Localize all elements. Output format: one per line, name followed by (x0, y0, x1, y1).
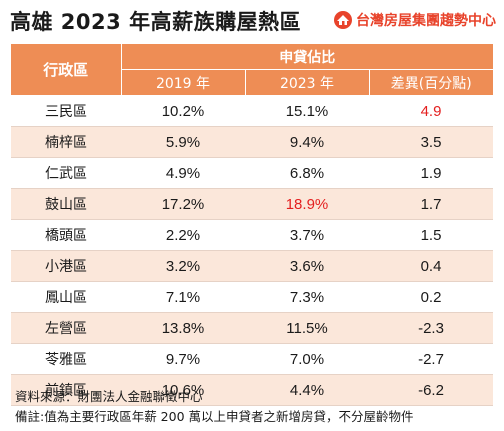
table-body: 三民區 10.2% 15.1% 4.9 楠梓區 5.9% 9.4% 3.5 仁武區 4.9% 6.8… (11, 95, 494, 406)
cell-y2019: 10.6% (121, 374, 245, 406)
cell-region: 鼓山區 (11, 188, 121, 220)
cell-y2019: 2.2% (121, 219, 245, 251)
brand-logo: 台灣房屋集團趨勢中心 (333, 10, 496, 30)
cell-region: 鳳山區 (11, 281, 121, 313)
cell-diff: 4.9 (369, 95, 494, 127)
table-row: 楠梓區 5.9% 9.4% 3.5 (11, 126, 494, 158)
cell-diff: 1.5 (369, 219, 494, 251)
table-row: 前鎮區 10.6% 4.4% -6.2 (11, 374, 494, 406)
cell-y2023: 18.9% (245, 188, 369, 220)
cell-diff: 1.7 (369, 188, 494, 220)
cell-y2019: 10.2% (121, 95, 245, 127)
cell-y2023: 15.1% (245, 95, 369, 127)
table-row: 鼓山區 17.2% 18.9% 1.7 (11, 188, 494, 220)
column-header-diff: 差異(百分點) (369, 69, 494, 96)
cell-y2019: 13.8% (121, 312, 245, 344)
cell-region: 前鎮區 (11, 374, 121, 406)
cell-diff: -2.7 (369, 343, 494, 375)
table-row: 橋頭區 2.2% 3.7% 1.5 (11, 219, 494, 251)
cell-y2023: 3.7% (245, 219, 369, 251)
cell-diff: 0.4 (369, 250, 494, 282)
cell-diff: -6.2 (369, 374, 494, 406)
cell-y2019: 3.2% (121, 250, 245, 282)
cell-y2023: 4.4% (245, 374, 369, 406)
footnote: 備註:值為主要行政區年薪 200 萬以上申貸者之新增房貸，不分屋齡物件 (15, 409, 414, 424)
cell-region: 左營區 (11, 312, 121, 344)
cell-y2023: 6.8% (245, 157, 369, 189)
cell-y2023: 11.5% (245, 312, 369, 344)
page-title: 高雄 2023 年高薪族購屋熱區 (10, 10, 302, 34)
table-row: 左營區 13.8% 11.5% -2.3 (11, 312, 494, 344)
cell-y2023: 7.3% (245, 281, 369, 313)
cell-y2019: 4.9% (121, 157, 245, 189)
column-header-2023: 2023 年 (245, 69, 370, 96)
header: 高雄 2023 年高薪族購屋熱區 台灣房屋集團趨勢中心 (0, 0, 504, 40)
brand-name: 台灣房屋集團趨勢中心 (356, 13, 496, 29)
table-row: 苓雅區 9.7% 7.0% -2.7 (11, 343, 494, 375)
cell-y2019: 5.9% (121, 126, 245, 158)
cell-y2019: 9.7% (121, 343, 245, 375)
cell-region: 橋頭區 (11, 219, 121, 251)
cell-y2023: 7.0% (245, 343, 369, 375)
table-row: 小港區 3.2% 3.6% 0.4 (11, 250, 494, 282)
cell-diff: 1.9 (369, 157, 494, 189)
table-row: 三民區 10.2% 15.1% 4.9 (11, 95, 494, 127)
cell-region: 三民區 (11, 95, 121, 127)
cell-region: 楠梓區 (11, 126, 121, 158)
data-table: 行政區 申貸佔比 2019 年 2023 年 差異(百分點) 三民區 10.2% 1… (11, 44, 494, 406)
house-logo-icon (334, 11, 352, 29)
table-row: 鳳山區 7.1% 7.3% 0.2 (11, 281, 494, 313)
cell-y2019: 7.1% (121, 281, 245, 313)
table-row: 仁武區 4.9% 6.8% 1.9 (11, 157, 494, 189)
cell-y2023: 9.4% (245, 126, 369, 158)
source-note: 資料來源：財團法人金融聯徵中心 (15, 389, 203, 404)
cell-y2019: 17.2% (121, 188, 245, 220)
cell-diff: 3.5 (369, 126, 494, 158)
group-header: 申貸佔比 (121, 44, 494, 70)
cell-region: 仁武區 (11, 157, 121, 189)
cell-diff: -2.3 (369, 312, 494, 344)
column-header-region: 行政區 (11, 44, 122, 96)
cell-diff: 0.2 (369, 281, 494, 313)
cell-y2023: 3.6% (245, 250, 369, 282)
cell-region: 小港區 (11, 250, 121, 282)
column-header-2019: 2019 年 (121, 69, 246, 96)
cell-region: 苓雅區 (11, 343, 121, 375)
